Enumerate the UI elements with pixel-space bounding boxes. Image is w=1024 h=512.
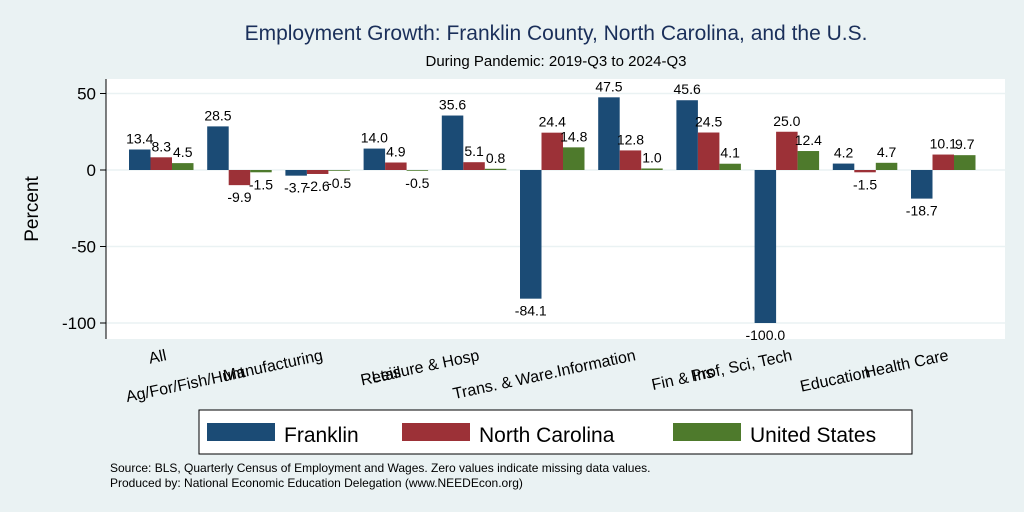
data-label-north-carolina-leisure-hosp: 5.1 (464, 143, 484, 159)
bar-franklin-prof-sci-tech (754, 170, 777, 323)
legend-swatch-franklin (207, 423, 275, 441)
data-label-united-states-information: 1.0 (642, 149, 662, 165)
bar-united-states-manufacturing (328, 170, 350, 171)
data-label-united-states-prof-sci-tech: 12.4 (795, 132, 822, 148)
bar-north-carolina-health-care (932, 154, 954, 170)
data-label-north-carolina-retail: 4.9 (386, 144, 406, 160)
y-axis: 50 0 -50 -100 (62, 79, 107, 339)
data-label-franklin-trans-ware: -84.1 (515, 303, 547, 319)
bar-franklin-retail (363, 148, 386, 170)
bar-united-states-ag-for-fish-hunt (250, 170, 272, 173)
data-label-united-states-manufacturing: -0.5 (327, 175, 351, 191)
data-label-north-carolina-health-care: 10.1 (930, 136, 957, 152)
data-label-united-states-all: 4.5 (173, 144, 193, 160)
data-label-north-carolina-trans-ware: 24.4 (539, 114, 566, 130)
label-layer: 13.48.3 4.528.5-9.9-1.5 -3.7-2.6-0.514.04.… (126, 78, 975, 343)
bar-north-carolina-ag-for-fish-hunt (228, 170, 251, 186)
bar-united-states-trans-ware (563, 147, 585, 170)
x-tick-label-all: All (147, 347, 168, 367)
data-label-united-states-health-care: 9.7 (955, 136, 975, 152)
data-label-franklin-manufacturing: -3.7 (284, 180, 308, 196)
data-label-united-states-education: 4.7 (877, 144, 897, 160)
data-label-united-states-fin-ins: 4.1 (720, 145, 740, 161)
bar-franklin-leisure-hosp (441, 115, 464, 170)
legend-swatch-north-carolina (402, 423, 470, 441)
data-label-north-carolina-prof-sci-tech: 25.0 (773, 113, 800, 129)
chart-title: Employment Growth: Franklin County, Nort… (245, 22, 868, 45)
y-tick-label: 50 (77, 85, 96, 104)
bar-north-carolina-all (150, 157, 172, 170)
data-label-franklin-leisure-hosp: 35.6 (439, 97, 466, 113)
data-label-united-states-ag-for-fish-hunt: -1.5 (249, 176, 273, 192)
bar-franklin-health-care (911, 170, 933, 199)
bar-layer (129, 97, 976, 323)
bar-franklin-trans-ware (520, 170, 542, 299)
bar-united-states-all (172, 163, 194, 170)
data-label-franklin-retail: 14.0 (361, 130, 388, 146)
y-axis-label: Percent (22, 176, 43, 242)
bar-north-carolina-trans-ware (541, 132, 563, 170)
plot-area (106, 79, 1005, 339)
data-label-united-states-retail: -0.5 (405, 175, 429, 191)
bar-united-states-information (641, 168, 663, 170)
bar-north-carolina-manufacturing (306, 170, 329, 174)
bar-north-carolina-information (619, 150, 642, 170)
bar-franklin-education (832, 163, 855, 170)
data-label-north-carolina-manufacturing: -2.6 (306, 178, 330, 194)
bar-north-carolina-retail (385, 162, 407, 170)
legend: Franklin North Carolina United States (198, 409, 913, 455)
data-label-franklin-fin-ins: 45.6 (674, 81, 701, 97)
data-label-north-carolina-information: 12.8 (617, 131, 644, 147)
legend-label-north-carolina: North Carolina (479, 424, 615, 447)
bar-north-carolina-prof-sci-tech (776, 131, 798, 170)
source-note: Source: BLS, Quarterly Census of Employm… (110, 461, 650, 475)
bar-north-carolina-fin-ins (697, 132, 720, 170)
data-label-north-carolina-education: -1.5 (853, 176, 877, 192)
data-label-north-carolina-fin-ins: 24.5 (695, 114, 722, 130)
bar-united-states-retail (406, 170, 429, 171)
y-tick-label: -100 (62, 314, 96, 333)
bar-united-states-health-care (954, 155, 976, 170)
y-tick-label: -50 (71, 238, 96, 257)
legend-swatch-united-states (673, 423, 741, 441)
bar-franklin-manufacturing (285, 170, 307, 176)
data-label-north-carolina-ag-for-fish-hunt: -9.9 (227, 189, 251, 205)
bar-north-carolina-leisure-hosp (463, 162, 485, 170)
data-label-franklin-health-care: -18.7 (906, 203, 938, 219)
data-label-franklin-all: 13.4 (126, 130, 153, 146)
data-label-franklin-ag-for-fish-hunt: 28.5 (204, 107, 231, 123)
data-label-franklin-education: 4.2 (834, 145, 854, 161)
bar-franklin-information (598, 97, 620, 170)
data-label-franklin-information: 47.5 (595, 78, 622, 94)
bar-united-states-education (875, 162, 898, 170)
data-label-franklin-prof-sci-tech: -100.0 (745, 327, 785, 343)
bar-franklin-fin-ins (676, 100, 698, 170)
chart-subtitle: During Pandemic: 2019-Q3 to 2024-Q3 (426, 53, 687, 70)
bar-franklin-ag-for-fish-hunt (207, 126, 229, 170)
bar-united-states-prof-sci-tech (797, 151, 820, 170)
producer-note: Produced by: National Economic Education… (110, 476, 523, 490)
data-label-united-states-trans-ware: 14.8 (560, 128, 587, 144)
bar-franklin-all (129, 149, 151, 170)
bar-united-states-fin-ins (719, 163, 741, 170)
data-label-north-carolina-all: 8.3 (152, 138, 172, 154)
legend-label-franklin: Franklin (284, 424, 359, 447)
bar-north-carolina-education (854, 170, 876, 173)
legend-box (198, 409, 913, 455)
y-tick-label: 0 (87, 161, 96, 180)
legend-label-united-states: United States (750, 424, 876, 447)
data-label-united-states-leisure-hosp: 0.8 (486, 150, 506, 166)
bar-united-states-leisure-hosp (484, 168, 507, 170)
